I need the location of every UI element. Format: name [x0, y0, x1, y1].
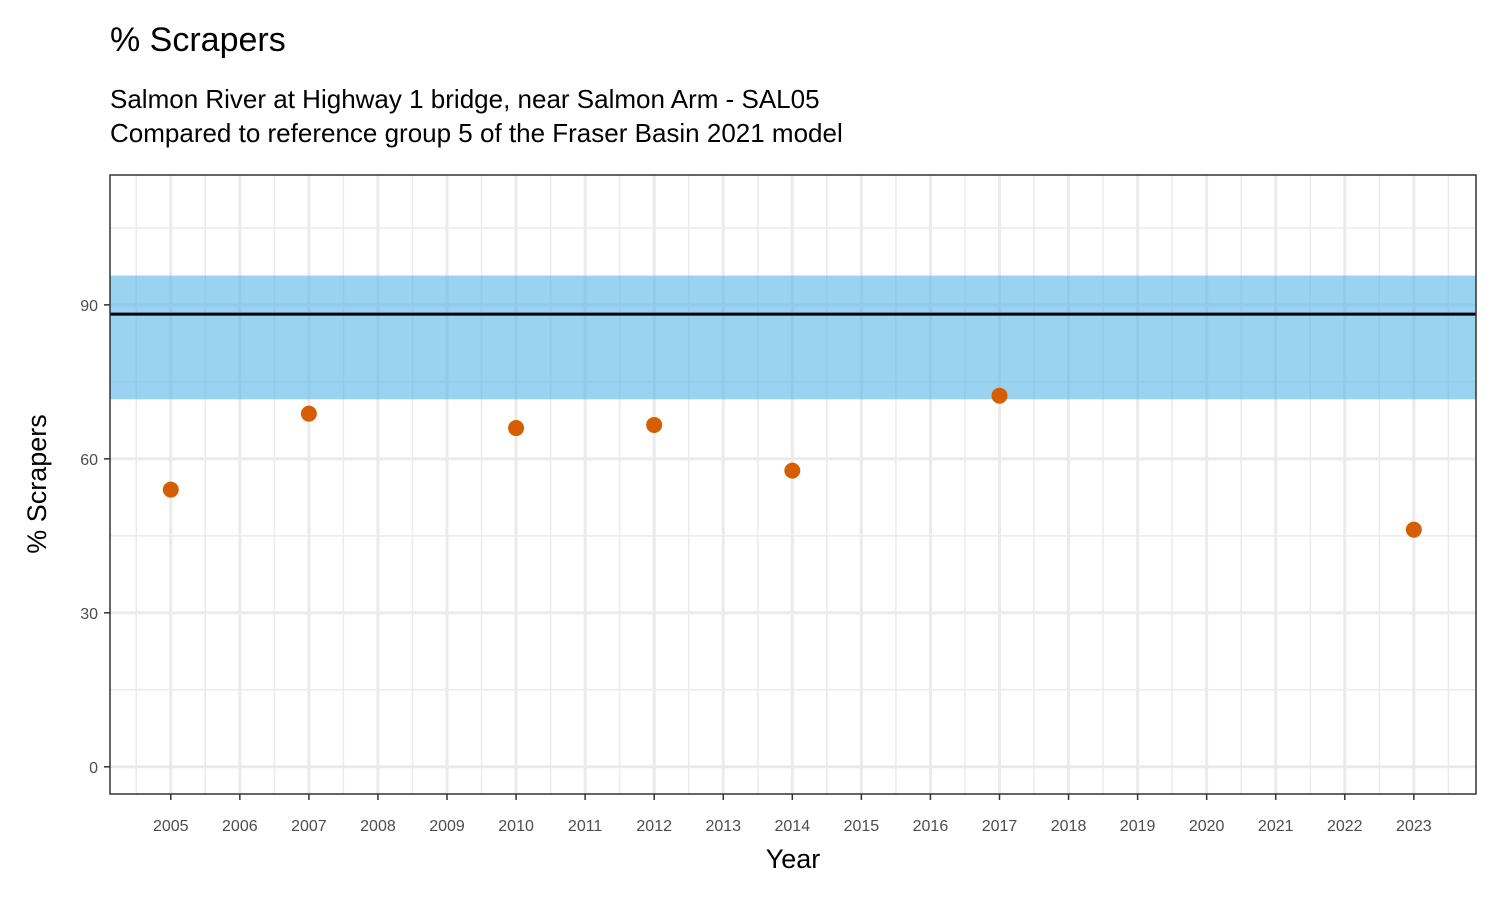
data-point	[784, 462, 801, 479]
x-tick-label: 2015	[844, 818, 880, 835]
x-tick-label: 2020	[1189, 818, 1225, 835]
grid-lines	[110, 175, 1476, 794]
chart-title: % Scrapers	[110, 21, 286, 59]
x-tick-label: 2017	[982, 818, 1018, 835]
y-tick-label: 0	[89, 760, 98, 777]
x-tick-label: 2008	[360, 818, 396, 835]
data-point	[162, 481, 179, 498]
y-tick-label: 60	[80, 452, 98, 469]
x-tick-label: 2011	[568, 818, 603, 835]
x-tick-label: 2019	[1120, 818, 1156, 835]
x-tick-label: 2006	[222, 818, 258, 835]
x-tick-label: 2014	[775, 818, 811, 835]
x-tick-label: 2010	[498, 818, 534, 835]
axes: 2005 2006 2007 2008 2009 2010 2011 2012 2013 2014…	[80, 298, 1432, 835]
y-tick-label: 90	[80, 298, 98, 315]
chart-subtitle-line-1: Salmon River at Highway 1 bridge, near S…	[110, 84, 820, 114]
data-point	[991, 387, 1008, 404]
x-tick-label: 2012	[636, 818, 672, 835]
x-tick-label: 2018	[1051, 818, 1087, 835]
x-tick-label: 2021	[1258, 818, 1294, 835]
data-point	[1405, 521, 1422, 538]
reference-band-layer	[110, 275, 1476, 400]
reference-band	[110, 275, 1476, 400]
data-point	[646, 416, 663, 433]
x-tick-label: 2023	[1396, 818, 1432, 835]
x-tick-label: 2022	[1327, 818, 1363, 835]
x-axis-label: Year	[766, 844, 821, 874]
data-point	[300, 405, 317, 422]
data-points	[162, 387, 1422, 538]
data-point	[508, 420, 525, 437]
chart-subtitle-line-2: Compared to reference group 5 of the Fra…	[110, 118, 843, 148]
x-tick-label: 2013	[705, 818, 741, 835]
y-axis-label: % Scrapers	[22, 414, 52, 554]
x-tick-label: 2005	[153, 818, 189, 835]
y-tick-label: 30	[80, 606, 98, 623]
x-tick-label: 2007	[291, 818, 327, 835]
x-tick-label: 2009	[429, 818, 465, 835]
x-tick-label: 2016	[913, 818, 949, 835]
